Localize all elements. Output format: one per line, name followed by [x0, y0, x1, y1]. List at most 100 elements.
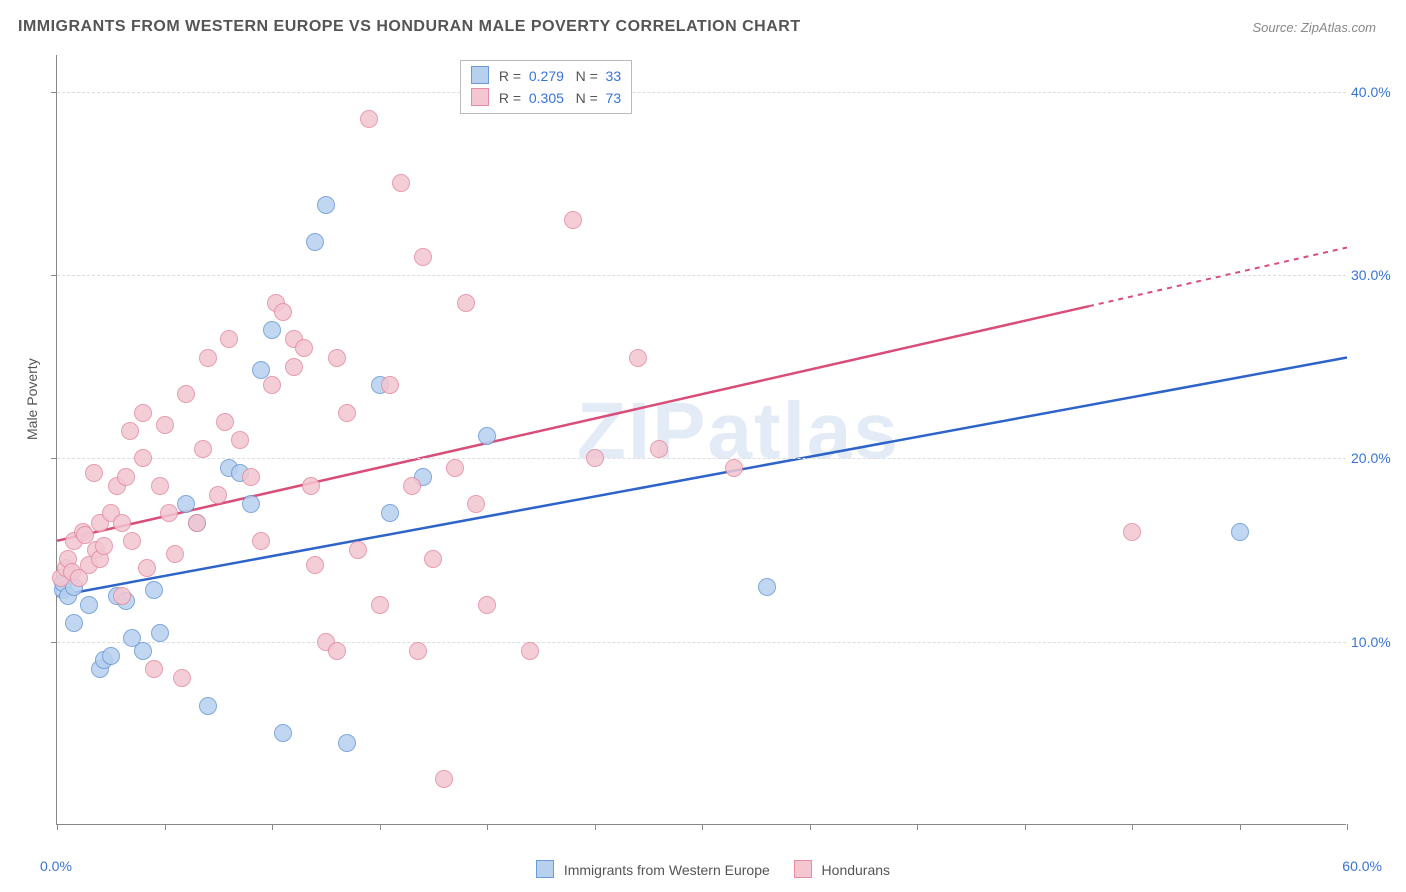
- x-tick: [1347, 824, 1348, 830]
- point-hondurans: [252, 532, 270, 550]
- y-tick-label: 20.0%: [1351, 450, 1406, 466]
- point-hondurans: [564, 211, 582, 229]
- point-hondurans: [194, 440, 212, 458]
- point-hondurans: [338, 404, 356, 422]
- series-legend: Immigrants from Western Europe Hondurans: [0, 860, 1406, 878]
- x-tick: [917, 824, 918, 830]
- y-tick-label: 30.0%: [1351, 267, 1406, 283]
- r-value: 0.279: [529, 68, 564, 84]
- point-hondurans: [166, 545, 184, 563]
- point-hondurans: [446, 459, 464, 477]
- point-hondurans: [123, 532, 141, 550]
- point-hondurans: [117, 468, 135, 486]
- point-hondurans: [521, 642, 539, 660]
- grid-line: [57, 458, 1346, 459]
- y-tick: [51, 92, 57, 93]
- legend-row: R = 0.305 N = 73: [471, 87, 621, 109]
- point-western-europe: [317, 196, 335, 214]
- r-value: 0.305: [529, 90, 564, 106]
- x-tick: [165, 824, 166, 830]
- point-western-europe: [306, 233, 324, 251]
- point-hondurans: [435, 770, 453, 788]
- point-hondurans: [295, 339, 313, 357]
- point-hondurans: [381, 376, 399, 394]
- point-hondurans: [134, 449, 152, 467]
- point-western-europe: [102, 647, 120, 665]
- point-hondurans: [156, 416, 174, 434]
- point-hondurans: [371, 596, 389, 614]
- point-hondurans: [209, 486, 227, 504]
- legend-label-hondurans: Hondurans: [822, 862, 891, 878]
- legend-label-western-europe: Immigrants from Western Europe: [564, 862, 770, 878]
- point-hondurans: [650, 440, 668, 458]
- legend-swatch: [471, 88, 489, 106]
- point-hondurans: [220, 330, 238, 348]
- point-hondurans: [392, 174, 410, 192]
- grid-line: [57, 92, 1346, 93]
- trend-line-dashed: [1089, 248, 1347, 307]
- point-hondurans: [113, 587, 131, 605]
- x-tick: [595, 824, 596, 830]
- point-hondurans: [242, 468, 260, 486]
- x-tick: [1132, 824, 1133, 830]
- point-hondurans: [403, 477, 421, 495]
- point-western-europe: [338, 734, 356, 752]
- y-tick: [51, 642, 57, 643]
- n-value: 33: [606, 68, 622, 84]
- point-hondurans: [328, 642, 346, 660]
- point-western-europe: [478, 427, 496, 445]
- point-hondurans: [586, 449, 604, 467]
- point-hondurans: [199, 349, 217, 367]
- point-hondurans: [121, 422, 139, 440]
- point-hondurans: [134, 404, 152, 422]
- x-tick: [380, 824, 381, 830]
- point-hondurans: [145, 660, 163, 678]
- point-western-europe: [242, 495, 260, 513]
- point-western-europe: [199, 697, 217, 715]
- point-hondurans: [306, 556, 324, 574]
- point-western-europe: [177, 495, 195, 513]
- point-hondurans: [274, 303, 292, 321]
- point-hondurans: [263, 376, 281, 394]
- point-hondurans: [285, 358, 303, 376]
- point-western-europe: [145, 581, 163, 599]
- point-hondurans: [160, 504, 178, 522]
- point-hondurans: [151, 477, 169, 495]
- point-western-europe: [274, 724, 292, 742]
- point-hondurans: [173, 669, 191, 687]
- x-tick: [1025, 824, 1026, 830]
- correlation-legend: R = 0.279 N = 33 R = 0.305 N = 73: [460, 60, 632, 114]
- y-tick: [51, 275, 57, 276]
- point-hondurans: [467, 495, 485, 513]
- x-tick: [272, 824, 273, 830]
- point-hondurans: [188, 514, 206, 532]
- point-western-europe: [1231, 523, 1249, 541]
- point-hondurans: [457, 294, 475, 312]
- point-hondurans: [349, 541, 367, 559]
- point-western-europe: [381, 504, 399, 522]
- point-western-europe: [134, 642, 152, 660]
- point-hondurans: [414, 248, 432, 266]
- x-tick: [810, 824, 811, 830]
- point-western-europe: [80, 596, 98, 614]
- y-axis-label: Male Poverty: [24, 358, 40, 440]
- point-western-europe: [758, 578, 776, 596]
- point-hondurans: [231, 431, 249, 449]
- scatter-chart: ZIPatlas 10.0%20.0%30.0%40.0%: [56, 55, 1346, 825]
- point-hondurans: [138, 559, 156, 577]
- x-tick: [702, 824, 703, 830]
- legend-row: R = 0.279 N = 33: [471, 65, 621, 87]
- point-hondurans: [328, 349, 346, 367]
- point-hondurans: [360, 110, 378, 128]
- trend-lines-layer: [57, 55, 1346, 824]
- point-hondurans: [725, 459, 743, 477]
- source-attribution: Source: ZipAtlas.com: [1252, 20, 1376, 35]
- chart-title: IMMIGRANTS FROM WESTERN EUROPE VS HONDUR…: [18, 18, 801, 36]
- grid-line: [57, 275, 1346, 276]
- y-tick-label: 40.0%: [1351, 84, 1406, 100]
- point-hondurans: [629, 349, 647, 367]
- grid-line: [57, 642, 1346, 643]
- legend-swatch: [471, 66, 489, 84]
- point-hondurans: [113, 514, 131, 532]
- x-tick: [487, 824, 488, 830]
